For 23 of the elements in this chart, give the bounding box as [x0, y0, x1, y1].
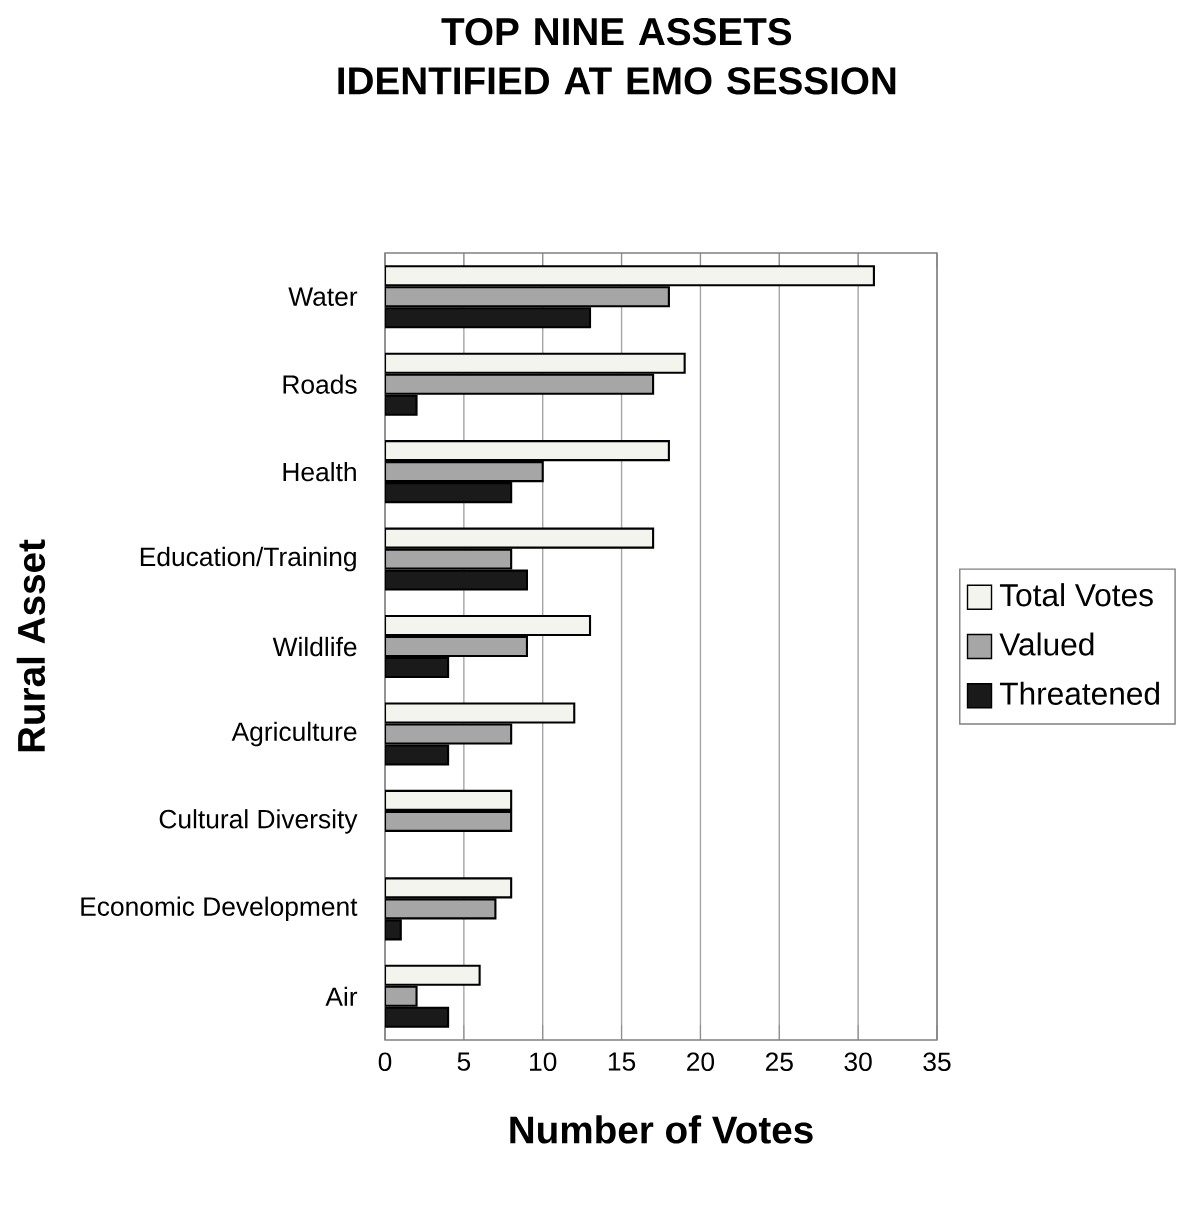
y-tick-label: Water	[288, 287, 358, 306]
x-tick-label: 20	[687, 1052, 715, 1072]
legend-label: Valued	[999, 632, 1094, 656]
x-tick-label: 35	[923, 1052, 951, 1072]
x-tick-label: 0	[378, 1052, 392, 1072]
chart-title: TOP NINE ASSETS IDENTIFIED AT EMO SESSION	[338, 17, 896, 95]
x-axis-title: Number of Votes	[510, 1115, 813, 1144]
y-tick-label: Wildlife	[272, 636, 357, 657]
y-axis-title: Rural Asset	[16, 539, 46, 752]
y-tick-label: Agriculture	[231, 721, 357, 747]
y-tick-label: Health	[283, 461, 356, 482]
y-tick-label: Education/Training	[140, 546, 356, 572]
legend-label: Total Votes	[999, 583, 1153, 607]
y-tick-label: Economic Development	[81, 896, 358, 922]
legend-label: Threatened	[999, 681, 1159, 705]
y-tick-label: Roads	[283, 374, 357, 394]
x-tick-label: 10	[530, 1052, 557, 1072]
y-tick-label: Cultural Diversity	[159, 809, 358, 834]
x-tick-label: 5	[457, 1052, 471, 1071]
x-tick-label: 30	[844, 1052, 872, 1072]
x-tick-label: 15	[608, 1052, 636, 1071]
x-tick-label: 25	[765, 1052, 793, 1072]
y-tick-label: Air	[325, 986, 358, 1006]
